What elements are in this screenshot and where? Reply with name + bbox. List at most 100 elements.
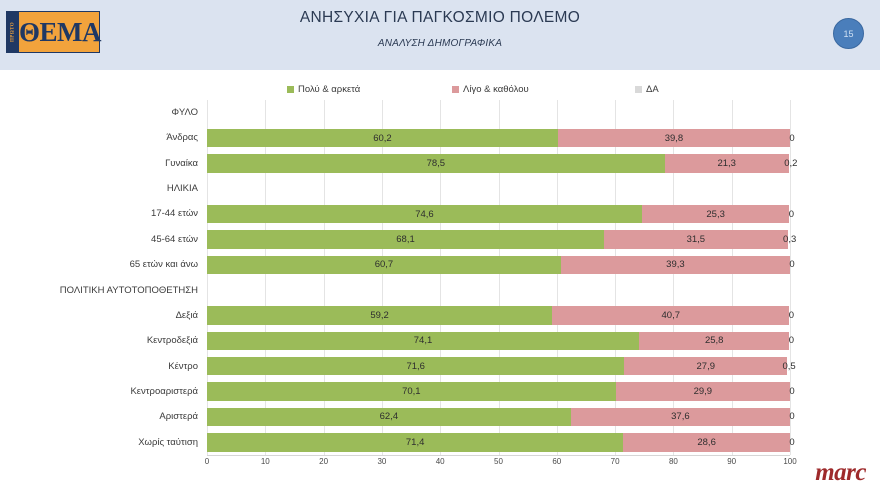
- plot-region: [207, 100, 791, 455]
- gridline: [381, 100, 383, 455]
- stacked-bar[interactable]: 59,2 40,7 0: [207, 306, 794, 325]
- bar-segment-da[interactable]: 0: [789, 205, 794, 224]
- bar-value-label: 0: [789, 132, 795, 144]
- bar-segment-ligo-katholou[interactable]: 25,8: [639, 331, 790, 351]
- stacked-bar[interactable]: 74,6 25,3 0: [207, 204, 794, 224]
- gridline: [207, 100, 208, 455]
- bar-segment-da[interactable]: 0: [789, 306, 794, 325]
- legend-swatch-icon: [635, 86, 642, 93]
- group-label: ΠΟΛΙΤΙΚΗ ΑΥΤΟΤΟΠΟΘΕΤΗΣΗ: [59, 284, 198, 296]
- bar-segment-da[interactable]: 0: [789, 408, 794, 427]
- bar-segment-da[interactable]: 0: [789, 332, 794, 351]
- bar-segment-polu-arketa[interactable]: 70,1: [207, 382, 616, 401]
- bar-value-label: 71,6: [406, 360, 425, 372]
- bar-segment-polu-arketa[interactable]: 71,6: [207, 356, 625, 376]
- gridline: [556, 100, 558, 455]
- gridline: [265, 100, 267, 455]
- bar-value-label: 39,3: [666, 259, 685, 271]
- page-subtitle: ΑΝΑΛΥΣΗ ΔΗΜΟΓΡΑΦΙΚΑ: [377, 38, 503, 49]
- stacked-bar[interactable]: 60,2 39,8 0: [207, 128, 795, 148]
- bar-segment-da[interactable]: 0,2: [784, 154, 797, 173]
- bar-value-label: 60,7: [374, 259, 394, 271]
- bar-segment-ligo-katholou[interactable]: 39,3: [560, 255, 790, 275]
- x-axis-ticks: 0 10 20 30 40 50 60 70 80 90 100: [204, 457, 797, 473]
- stacked-bar[interactable]: 62,4 37,6 0: [207, 407, 795, 427]
- gridline: [790, 100, 791, 455]
- category-label: 17-44 ετών: [151, 208, 198, 220]
- chart-bar-row: 45-64 ετών 68,1 31,5 0,3: [0, 227, 880, 252]
- category-label: 65 ετών και άνω: [129, 259, 198, 271]
- bar-value-label: 0: [789, 436, 795, 448]
- x-tick-label: 0: [204, 457, 210, 466]
- x-tick-label: 30: [377, 457, 387, 466]
- bar-value-label: 0,3: [783, 233, 797, 245]
- bar-segment-ligo-katholou[interactable]: 28,6: [623, 433, 790, 452]
- legend-item-1[interactable]: Λίγο & καθόλου: [452, 84, 529, 95]
- stacked-bar[interactable]: 68,1 31,5 0,3: [207, 230, 796, 249]
- stacked-bar[interactable]: 70,1 29,9 0: [207, 382, 795, 401]
- bar-segment-ligo-katholou[interactable]: 31,5: [604, 230, 788, 249]
- bar-segment-polu-arketa[interactable]: 78,5: [207, 154, 665, 173]
- legend-label: ΔΑ: [646, 84, 659, 95]
- bar-segment-ligo-katholou[interactable]: 25,3: [641, 204, 790, 224]
- bar-segment-ligo-katholou[interactable]: 39,8: [557, 128, 790, 148]
- x-tick-label: 10: [260, 457, 270, 466]
- x-tick-label: 50: [494, 457, 503, 466]
- category-label: Αριστερά: [159, 411, 198, 423]
- bar-segment-ligo-katholou[interactable]: 21,3: [664, 154, 789, 173]
- bar-value-label: 74,1: [413, 335, 433, 347]
- stacked-bar[interactable]: 60,7 39,3 0: [207, 255, 795, 275]
- x-tick-label: 20: [319, 457, 329, 466]
- bar-segment-ligo-katholou[interactable]: 37,6: [570, 407, 790, 427]
- legend-swatch-icon: [287, 86, 294, 93]
- x-axis-line: [207, 455, 790, 456]
- legend-swatch-icon: [452, 86, 459, 93]
- bar-segment-polu-arketa[interactable]: 59,2: [207, 306, 553, 325]
- bar-value-label: 25,8: [704, 335, 724, 347]
- bar-segment-polu-arketa[interactable]: 74,6: [207, 204, 642, 224]
- thema-logo: ΠΡΩΤΟ ΘΕΜΑ: [6, 11, 102, 53]
- bar-value-label: 68,1: [396, 233, 415, 245]
- legend-label: Πολύ & αρκετά: [298, 84, 361, 95]
- bar-segment-ligo-katholou[interactable]: 27,9: [624, 356, 788, 376]
- bar-value-label: 37,6: [671, 411, 690, 423]
- stacked-bar[interactable]: 78,5 21,3 0,2: [207, 154, 797, 173]
- gridline: [323, 100, 325, 455]
- bar-segment-polu-arketa[interactable]: 71,4: [207, 433, 624, 452]
- page-title: ΑΝΗΣΥΧΙΑ ΓΙΑ ΠΑΓΚΟΣΜΙΟ ΠΟΛΕΜΟ: [299, 9, 581, 26]
- bar-value-label: 28,6: [697, 436, 716, 448]
- gridline: [498, 100, 500, 455]
- chart-bar-row: Δεξιά 59,2 40,7 0: [0, 303, 880, 328]
- bar-value-label: 31,5: [686, 233, 706, 245]
- group-label: ΗΛΙΚΙΑ: [166, 183, 198, 195]
- bar-segment-polu-arketa[interactable]: 68,1: [207, 230, 605, 249]
- chart-area: 0 10 20 30 40 50 60 70 80 90 100 ΦΥΛΟ Άνδρας 60,2 39,…: [0, 100, 880, 495]
- bar-value-label: 78,5: [426, 157, 446, 169]
- stacked-bar[interactable]: 71,6 27,9 0,5: [207, 356, 796, 376]
- bar-segment-da[interactable]: 0: [789, 382, 794, 401]
- bar-segment-ligo-katholou[interactable]: 40,7: [552, 306, 790, 325]
- bar-segment-polu-arketa[interactable]: 62,4: [207, 407, 571, 427]
- bar-value-label: 29,9: [693, 386, 713, 398]
- gridline: [615, 100, 617, 455]
- x-tick-label: 80: [668, 457, 678, 466]
- slide-header: ΠΡΩΤΟ ΘΕΜΑ ΑΝΗΣΥΧΙΑ ΓΙΑ ΠΑΓΚΟΣΜΙΟ ΠΟΛΕΜΟ…: [0, 0, 880, 70]
- stacked-bar[interactable]: 74,1 25,8 0: [207, 331, 794, 351]
- legend-item-0[interactable]: Πολύ & αρκετά: [287, 84, 360, 95]
- bar-segment-da[interactable]: 0: [789, 129, 795, 148]
- category-label: Χωρίς ταύτιση: [138, 436, 198, 448]
- bar-segment-da[interactable]: 0,5: [782, 357, 795, 376]
- bar-segment-polu-arketa[interactable]: 60,7: [207, 255, 561, 275]
- bar-value-label: 59,2: [370, 310, 389, 322]
- chart-bar-row: Κεντροαριστερά 70,1 29,9 0: [0, 379, 880, 404]
- bar-segment-polu-arketa[interactable]: 74,1: [207, 331, 639, 351]
- bar-value-label: 0: [788, 335, 795, 347]
- stacked-bar[interactable]: 71,4 28,6 0: [207, 433, 795, 452]
- bar-segment-da[interactable]: 0: [789, 433, 795, 452]
- legend-item-2[interactable]: ΔΑ: [635, 84, 659, 95]
- bar-segment-polu-arketa[interactable]: 60,2: [207, 128, 558, 148]
- bar-value-label: 27,9: [696, 360, 716, 372]
- bar-segment-da[interactable]: 0: [789, 256, 794, 275]
- bar-segment-ligo-katholou[interactable]: 29,9: [615, 382, 790, 401]
- bar-segment-da[interactable]: 0,3: [783, 230, 796, 249]
